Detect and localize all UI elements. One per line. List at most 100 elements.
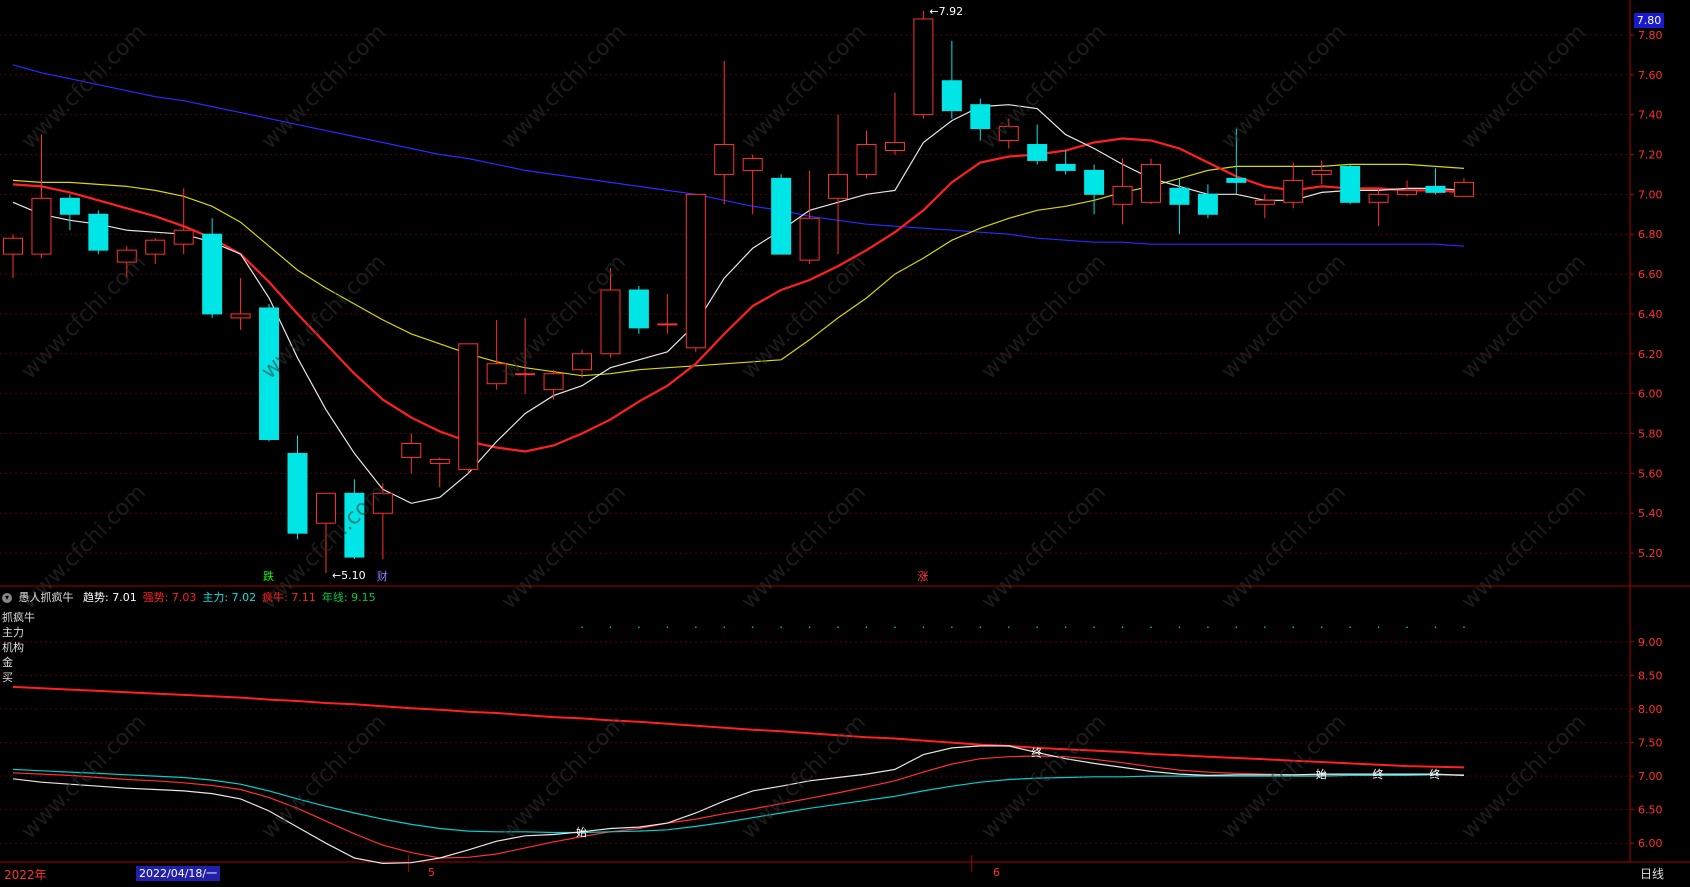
timeframe-tab[interactable]: 日线 [1640, 867, 1665, 881]
candle-body [1397, 189, 1418, 195]
candle-body [685, 193, 706, 349]
candle-body [628, 289, 649, 329]
candle-body [1084, 169, 1105, 195]
candle-body [3, 237, 23, 255]
candle-body [1254, 199, 1275, 205]
price-tick-label: 7.40 [1638, 109, 1663, 122]
candle-body [998, 126, 1019, 142]
candle-body [941, 80, 962, 112]
watermark: www.cfchi.com [257, 20, 391, 154]
yearline-dot [1121, 626, 1124, 628]
candle-body [1311, 169, 1332, 175]
watermark: www.cfchi.com [257, 710, 391, 844]
candle-body [799, 217, 820, 261]
yearline-dot [1036, 626, 1038, 628]
candle-body [828, 173, 849, 199]
watermark: www.cfchi.com [1457, 20, 1591, 154]
watermark: www.cfchi.com [977, 480, 1111, 614]
watermark: www.cfchi.com [977, 20, 1111, 154]
indicator-tick-label: 6.00 [1638, 837, 1663, 850]
indicator-tick-label: 7.00 [1638, 770, 1663, 783]
candle-body [315, 492, 336, 524]
yearline-dot [695, 626, 697, 628]
indicator-readout: 年线: [321, 591, 348, 604]
indicator-readout: 主力: [202, 591, 229, 604]
yearline-dot [1292, 626, 1295, 628]
indicator-line [12, 685, 1465, 769]
yearline-dot [1207, 626, 1209, 628]
collapse-arrow-icon[interactable]: ▾ [2, 593, 12, 603]
indicator-signal: 终 [1031, 746, 1042, 760]
watermark: www.cfchi.com [1217, 250, 1351, 384]
price-tick-label: 6.60 [1638, 268, 1663, 281]
indicator-tick-label: 7.50 [1638, 737, 1663, 750]
yearline-dot [837, 626, 839, 628]
indicator-tick-label: 9.00 [1638, 636, 1663, 649]
watermark: www.cfchi.com [737, 250, 871, 384]
candle-body [401, 442, 422, 458]
watermark: www.cfchi.com [1457, 250, 1591, 384]
indicator-readout-value: 9.15 [347, 591, 376, 604]
price-annotation: ←5.10 [332, 569, 366, 582]
candle-body [458, 343, 479, 470]
indicator-line [12, 768, 1464, 834]
candle-body [1368, 193, 1389, 203]
indicator-readout-value: 7.11 [287, 591, 316, 604]
yearline-dot [1178, 626, 1181, 628]
candle-body [1055, 163, 1076, 171]
yearline-dot [751, 626, 754, 628]
candle-body [202, 233, 223, 315]
price-tick-label: 7.60 [1638, 69, 1663, 82]
yearline-dot [1064, 626, 1067, 628]
yearline-dot [1349, 626, 1351, 628]
legend-item: 金 [2, 656, 13, 669]
candle-body [1283, 179, 1304, 203]
candle-body [970, 104, 991, 130]
candle-body [1340, 165, 1361, 203]
watermark: www.cfchi.com [737, 20, 871, 154]
month-marker-6: 6 [993, 866, 1000, 879]
candle-body [884, 142, 905, 151]
price-readout: 7.80 [1634, 13, 1664, 28]
candle-body [1425, 185, 1446, 193]
indicator-legend: 抓疯牛 主力 机构金买 [2, 610, 35, 685]
indicator-signal: 终 [1430, 767, 1441, 781]
price-tick-label: 5.80 [1638, 428, 1663, 441]
yearline-dot [780, 626, 782, 628]
candle-body [486, 363, 507, 385]
candle-body [714, 144, 735, 175]
price-tick-label: 5.40 [1638, 507, 1663, 520]
candle-body [657, 323, 678, 326]
indicator-readout-value: 7.02 [228, 591, 257, 604]
candle-body [116, 249, 137, 263]
yearline-dot [666, 626, 669, 628]
candle-body [1112, 185, 1133, 205]
candle-body [1226, 177, 1247, 183]
yearline-dot [894, 626, 896, 628]
candle-body [771, 177, 792, 255]
yearline-dot [1463, 626, 1465, 628]
candle-body [1197, 193, 1218, 215]
yearline-dot [1007, 626, 1010, 628]
indicator-tick-label: 8.50 [1638, 669, 1663, 682]
yearline-dot [1264, 626, 1266, 628]
price-tick-label: 6.40 [1638, 308, 1663, 321]
watermark: www.cfchi.com [497, 710, 631, 844]
watermark: www.cfchi.com [1457, 480, 1591, 614]
indicator-tick-label: 8.00 [1638, 703, 1663, 716]
watermark: www.cfchi.com [497, 20, 631, 154]
ma-line [12, 137, 1465, 453]
candle-body [543, 373, 564, 391]
candle-body [372, 492, 393, 514]
yearline-dot [1377, 626, 1380, 628]
price-tick-label: 7.20 [1638, 148, 1663, 161]
price-tick-label: 5.60 [1638, 467, 1663, 480]
indicator-name: 愚人抓疯牛 [18, 591, 74, 604]
watermark: www.cfchi.com [497, 480, 631, 614]
candle-body [145, 239, 166, 255]
candle-body [287, 452, 308, 534]
yearline-dot [1093, 626, 1095, 628]
bottom-year-label: 2022年 [4, 868, 47, 882]
